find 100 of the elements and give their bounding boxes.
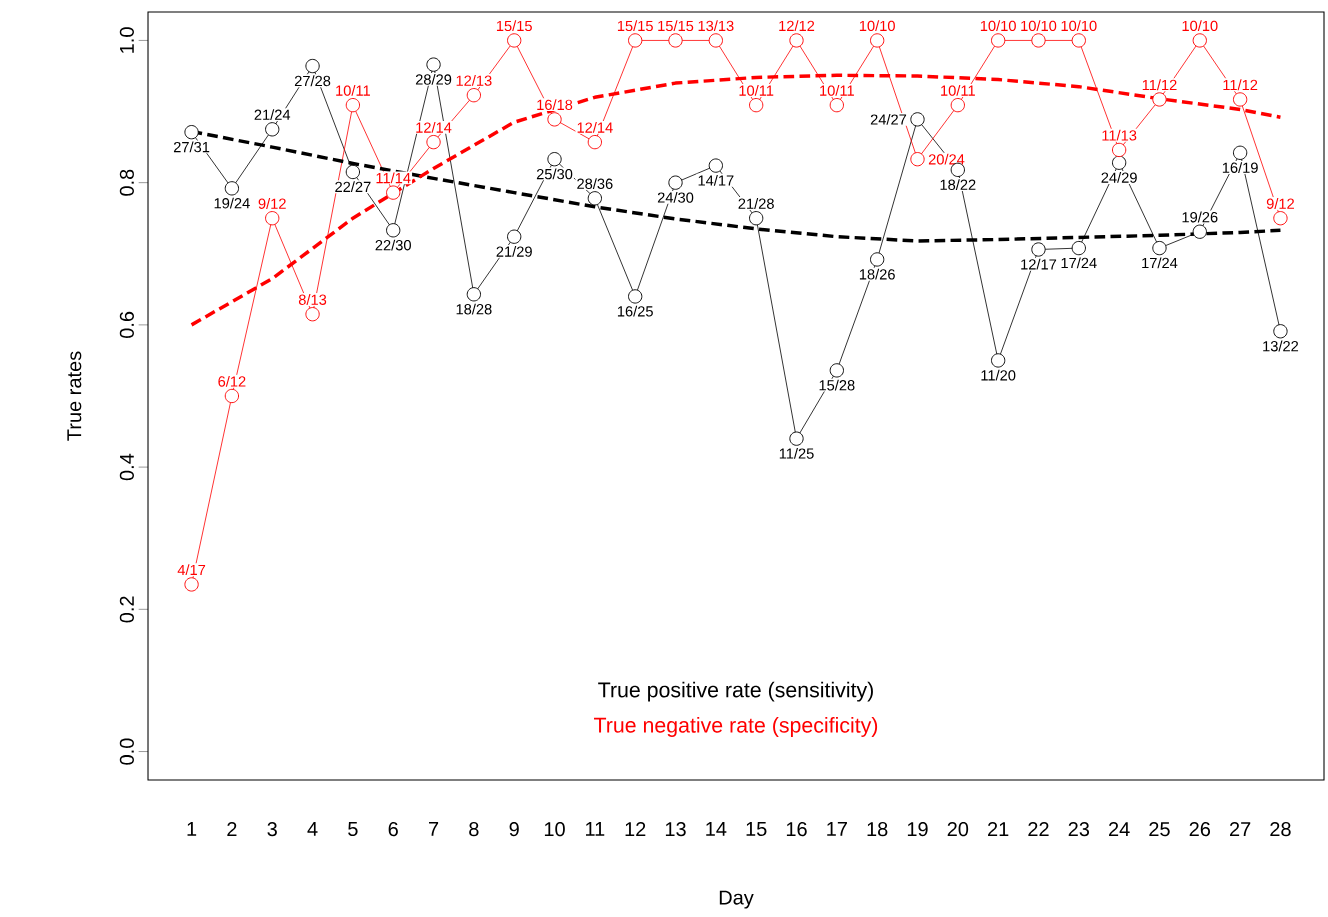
y-tick-label: 0.0 [119, 738, 134, 765]
point [1031, 242, 1046, 257]
data-label: 10/11 [820, 85, 854, 96]
data-label: 11/13 [1102, 129, 1137, 141]
point [668, 175, 683, 190]
y-axis-title: True rates [67, 351, 82, 441]
x-tick-label: 24 [1109, 822, 1130, 836]
x-tick-label: 14 [706, 822, 727, 836]
data-label: 10/10 [1061, 20, 1097, 32]
point [1152, 240, 1167, 256]
point [386, 185, 401, 200]
point [587, 134, 602, 150]
y-tick-label: 1.0 [119, 27, 134, 53]
x-tick-label: 5 [348, 822, 358, 836]
point [507, 229, 522, 244]
x-tick-label: 21 [988, 822, 1009, 836]
point [668, 33, 683, 48]
point [708, 158, 723, 173]
x-tick-label: 10 [544, 822, 565, 837]
data-label: 12/13 [456, 75, 492, 86]
point [870, 252, 885, 267]
point [1273, 211, 1288, 226]
x-tick-label: 26 [1189, 822, 1211, 837]
data-label: 24/27 [870, 113, 907, 125]
data-label: 9/12 [1266, 198, 1294, 209]
point [265, 211, 280, 226]
point [1192, 224, 1207, 239]
x-tick-label: 23 [1068, 822, 1090, 837]
y-tick-label: 0.4 [119, 453, 134, 481]
data-label: 14/17 [698, 174, 734, 186]
data-label: 15/28 [819, 379, 855, 391]
point [265, 122, 280, 137]
point [829, 98, 844, 113]
data-label: 20/24 [928, 153, 965, 165]
data-label: 16/25 [617, 305, 653, 317]
point [547, 112, 562, 127]
data-label: 10/10 [1182, 20, 1218, 32]
x-tick-label: 20 [947, 822, 969, 837]
data-label: 17/24 [1142, 257, 1178, 269]
point [1152, 92, 1167, 107]
data-label: 15/15 [496, 20, 532, 32]
point [305, 307, 320, 322]
data-label: 25/30 [536, 168, 573, 180]
point [345, 164, 361, 180]
point [507, 33, 522, 48]
data-label: 21/24 [254, 109, 291, 120]
text: True positive rate (sensitivity) [598, 681, 873, 702]
point [184, 577, 199, 592]
data-label: 18/26 [859, 268, 895, 280]
data-label: 17/24 [1061, 257, 1097, 269]
point [224, 388, 240, 404]
point [991, 353, 1006, 368]
x-tick-label: 3 [267, 822, 277, 837]
x-tick-label: 13 [665, 822, 686, 837]
data-label: 19/24 [214, 197, 250, 209]
data-label: 11/12 [1223, 79, 1258, 91]
data-label: 9/12 [258, 198, 286, 209]
point [184, 125, 199, 140]
data-label: 12/12 [779, 20, 815, 32]
data-label: 11/12 [1142, 79, 1177, 91]
point [1112, 155, 1127, 170]
point [789, 431, 804, 446]
data-label: 16/18 [537, 99, 573, 111]
point [426, 134, 441, 150]
point [224, 181, 240, 196]
data-label: 12/14 [577, 122, 613, 133]
data-label: 10/10 [980, 20, 1016, 32]
data-label: 15/15 [617, 20, 653, 32]
y-tick-label: 0.2 [119, 596, 134, 623]
point [547, 152, 562, 167]
point [1031, 33, 1046, 48]
x-tick-label: 19 [907, 822, 928, 837]
x-tick-label: 12 [625, 822, 646, 836]
data-label: 24/29 [1101, 172, 1137, 183]
point [1112, 142, 1127, 158]
data-label: 11/25 [779, 447, 814, 459]
x-tick-label: 17 [827, 822, 847, 836]
point [1232, 145, 1248, 160]
x-tick-label: 1 [187, 822, 197, 836]
point [587, 191, 602, 206]
point [1192, 33, 1207, 48]
point [950, 98, 965, 113]
x-axis-title: Day [719, 890, 754, 909]
x-tick-label: 7 [429, 822, 439, 836]
text: True negative rate (specificity) [594, 717, 878, 737]
data-label: 28/36 [577, 178, 613, 189]
x-tick-label: 22 [1028, 822, 1049, 836]
data-label: 22/30 [375, 239, 411, 251]
point [1232, 92, 1248, 107]
x-tick-label: 28 [1270, 822, 1291, 837]
x-tick-label: 15 [746, 822, 767, 836]
x-tick-label: 9 [509, 822, 519, 837]
point [345, 98, 361, 113]
point [466, 287, 481, 302]
data-label: 18/22 [940, 179, 976, 190]
point [789, 33, 804, 48]
data-label: 10/11 [336, 85, 370, 96]
data-label: 13/22 [1263, 340, 1299, 352]
data-label: 13/13 [698, 20, 734, 32]
data-label: 10/10 [859, 20, 895, 32]
